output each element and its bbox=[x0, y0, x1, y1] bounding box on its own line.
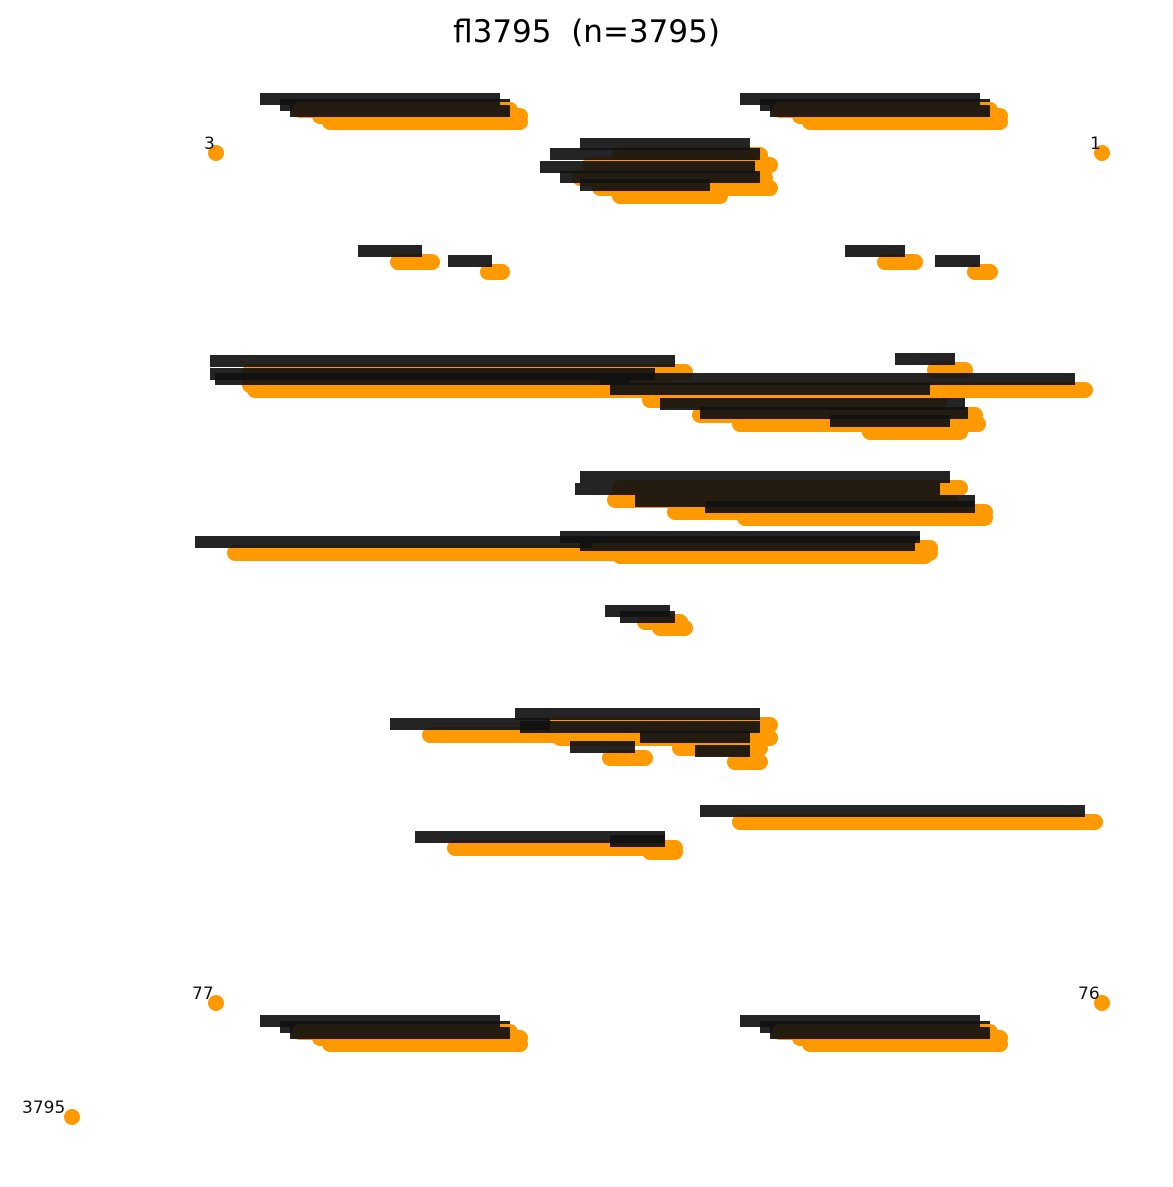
overlapping-labels bbox=[620, 611, 675, 623]
overlapping-labels bbox=[610, 383, 930, 395]
overlapping-labels bbox=[705, 501, 975, 513]
node-label: 76 bbox=[1078, 984, 1100, 1004]
node-marker bbox=[1094, 995, 1110, 1011]
overlapping-labels bbox=[740, 93, 980, 105]
node-77: 77 bbox=[192, 984, 224, 1011]
node-label: 1 bbox=[1090, 134, 1101, 154]
overlapping-labels bbox=[580, 138, 750, 150]
overlapping-labels bbox=[515, 708, 760, 720]
overlapping-labels bbox=[610, 835, 665, 847]
overlapping-labels bbox=[290, 105, 510, 117]
cluster-band-1-left bbox=[210, 355, 693, 398]
overlapping-labels bbox=[640, 731, 750, 743]
overlapping-labels bbox=[210, 355, 675, 367]
node-3: 3 bbox=[204, 134, 224, 161]
overlapping-labels bbox=[540, 161, 755, 173]
node-marker bbox=[64, 1109, 80, 1125]
overlapping-labels bbox=[770, 1027, 990, 1039]
overlapping-labels bbox=[695, 745, 750, 757]
overlapping-labels bbox=[580, 539, 915, 551]
node-label: 3 bbox=[204, 134, 215, 154]
overlapping-labels bbox=[575, 483, 940, 495]
node-1: 1 bbox=[1090, 134, 1110, 161]
cluster-band-5-left bbox=[415, 805, 1103, 860]
overlapping-labels bbox=[580, 471, 950, 483]
cluster-small-left-cluster bbox=[358, 245, 510, 280]
overlapping-labels bbox=[520, 721, 760, 733]
overlapping-labels bbox=[770, 105, 990, 117]
cluster-small-right-cluster bbox=[845, 245, 998, 280]
node-label: 3795 bbox=[22, 1098, 65, 1118]
overlapping-labels bbox=[358, 245, 422, 257]
node-marker bbox=[208, 995, 224, 1011]
node-marker bbox=[208, 145, 224, 161]
cluster-upper-center-cluster bbox=[540, 138, 778, 204]
cluster-band-4 bbox=[195, 531, 938, 564]
overlapping-labels bbox=[580, 179, 710, 191]
cluster-bottom-left-row bbox=[260, 1015, 528, 1052]
overlapping-labels bbox=[700, 805, 1085, 817]
cluster-bottom-right-row bbox=[740, 1015, 1008, 1052]
node-3795: 3795 bbox=[22, 1098, 80, 1125]
overlapping-labels bbox=[260, 93, 500, 105]
overlapping-labels bbox=[290, 1027, 510, 1039]
overlapping-labels bbox=[390, 718, 550, 730]
overlapping-labels bbox=[845, 245, 905, 257]
node-76: 76 bbox=[1078, 984, 1110, 1011]
isolated-nodes-layer: 3 1 77 76 3795 bbox=[22, 134, 1110, 1125]
cluster-band-5-right bbox=[390, 708, 778, 770]
overlapping-labels bbox=[260, 1015, 500, 1027]
cluster-top-right-row bbox=[740, 93, 1008, 130]
overlapping-labels bbox=[570, 741, 635, 753]
node-marker bbox=[1094, 145, 1110, 161]
plot-title: fl3795 (n=3795) bbox=[453, 14, 720, 50]
overlapping-labels bbox=[448, 255, 492, 267]
clusters-layer bbox=[195, 93, 1103, 1052]
overlapping-labels bbox=[895, 353, 955, 365]
overlapping-labels bbox=[550, 148, 760, 160]
overlapping-labels bbox=[415, 831, 665, 843]
overlapping-labels bbox=[215, 373, 630, 385]
cluster-band-3 bbox=[575, 471, 993, 526]
overlapping-labels bbox=[830, 415, 950, 427]
overlapping-labels bbox=[935, 255, 980, 267]
overlapping-labels bbox=[600, 373, 1075, 385]
cluster-band-2-right bbox=[660, 398, 986, 440]
cluster-small-center-cluster bbox=[605, 605, 693, 636]
node-label: 77 bbox=[192, 984, 214, 1004]
cluster-top-left-row bbox=[260, 93, 528, 130]
overlapping-labels bbox=[740, 1015, 980, 1027]
